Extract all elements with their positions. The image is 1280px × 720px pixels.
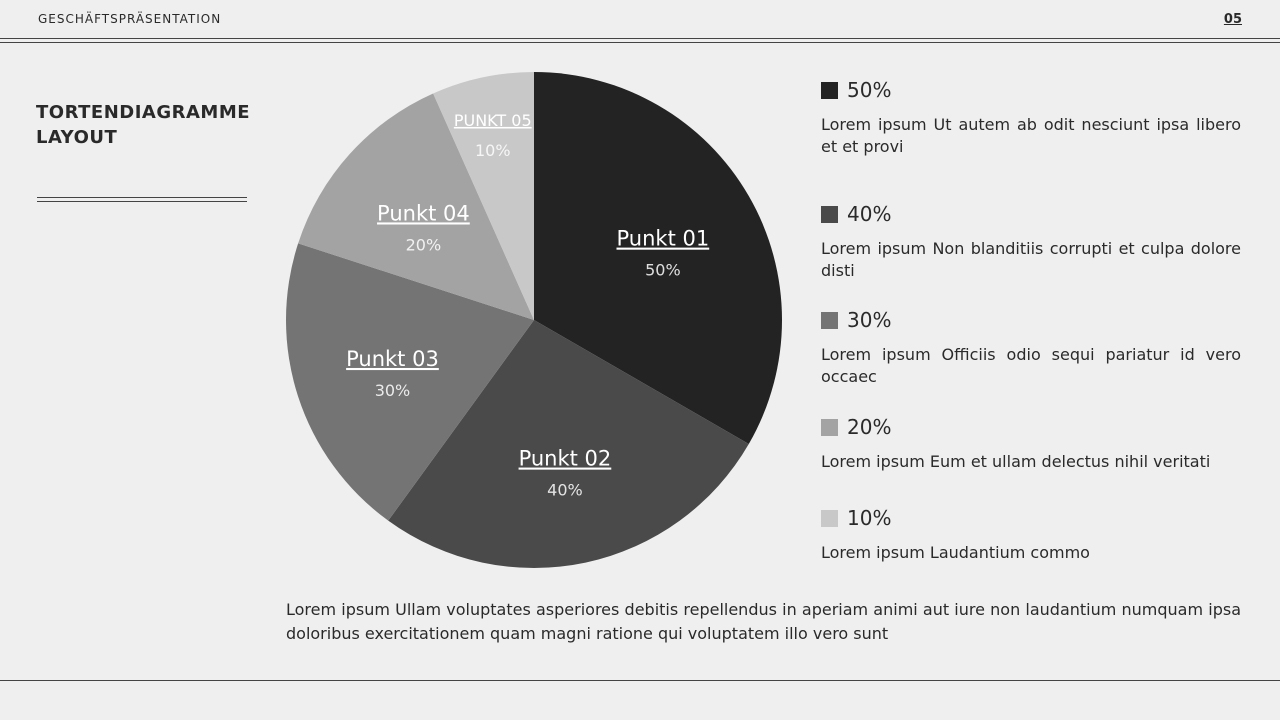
legend-description: Lorem ipsum Ut autem ab odit nesciunt ip… [821,115,1241,156]
rule [37,197,247,198]
legend-row: 50% [821,78,1241,102]
pie-slice [286,243,534,521]
slice-value-label: 30% [375,381,411,400]
legend-swatch [821,419,838,436]
slice-value-label: 10% [475,141,511,160]
pie-slice [298,93,534,320]
legend-item: 10% Lorem ipsum Laudantium commo [821,506,1241,564]
page-number: 05 [1223,12,1242,27]
legend-description: Lorem ipsum Eum et ullam delectus nihil … [821,452,1211,471]
slice-value-label: 40% [547,481,583,500]
legend-swatch [821,510,838,527]
legend-item: 50% Lorem ipsum Ut autem ab odit nesciunt… [821,78,1241,158]
pie-slice [433,72,534,320]
legend-description: Lorem ipsum Non blanditiis corrupti et c… [821,239,1241,280]
slice-value-label: 20% [406,235,442,254]
legend-item: 20% Lorem ipsum Eum et ullam delectus nih… [821,415,1241,473]
legend-swatch [821,206,838,223]
legend-row: 30% [821,308,1241,332]
legend-value: 40% [847,202,892,226]
rule [0,680,1280,681]
legend-row: 10% [821,506,1241,530]
slice-label: Punkt 03 [346,347,439,371]
slice-label: Punkt 04 [377,201,470,225]
slice-label: Punkt 02 [519,447,612,471]
rule [37,201,247,202]
heading: TORTENDIAGRAMME LAYOUT [36,102,251,148]
legend-description: Lorem ipsum Laudantium commo [821,543,1090,562]
legend-row: 40% [821,202,1241,226]
legend-value: 50% [847,78,892,102]
slice-label: PUNKT 05 [454,111,532,130]
footer-text: Lorem ipsum Ullam voluptates asperiores … [286,600,1241,643]
legend-value: 10% [847,506,892,530]
header-title: GESCHÄFTSPRÄSENTATION [38,12,222,26]
rule [0,38,1280,39]
pie-slice [388,320,749,568]
legend-value: 20% [847,415,892,439]
legend-swatch [821,312,838,329]
legend-row: 20% [821,415,1241,439]
legend-value: 30% [847,308,892,332]
slice-value-label: 50% [645,261,681,280]
pie-slice [534,72,782,444]
legend-description: Lorem ipsum Officiis odio sequi pariatur… [821,345,1241,386]
legend-swatch [821,82,838,99]
rule [0,42,1280,43]
legend-item: 40% Lorem ipsum Non blanditiis corrupti e… [821,202,1241,282]
legend-item: 30% Lorem ipsum Officiis odio sequi paria… [821,308,1241,388]
slice-label: Punkt 01 [617,227,710,251]
